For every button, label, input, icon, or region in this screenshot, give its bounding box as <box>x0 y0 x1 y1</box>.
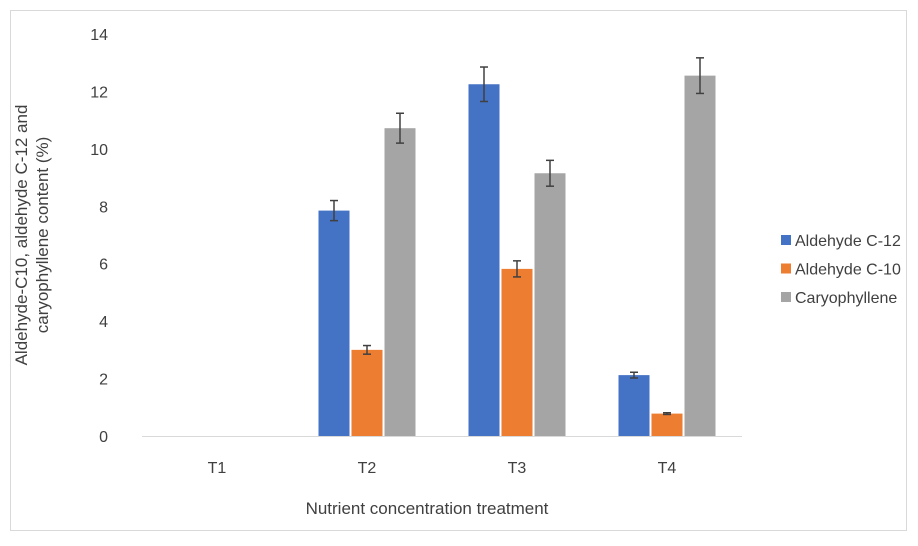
bar <box>534 173 566 436</box>
y-tick-label: 8 <box>99 199 108 216</box>
legend-label: Caryophyllene <box>795 290 897 307</box>
y-tick-label: 10 <box>90 142 108 159</box>
x-tick-label: T4 <box>658 460 677 477</box>
x-tick-label: T3 <box>508 460 527 477</box>
bar <box>318 210 350 436</box>
y-tick-label: 12 <box>90 84 108 101</box>
legend-swatch <box>781 263 791 274</box>
bar <box>468 84 500 436</box>
legend: Aldehyde C-12 Aldehyde C-10 Caryophyllene <box>781 233 901 307</box>
bar <box>351 349 383 436</box>
y-tick-label: 2 <box>99 372 108 389</box>
x-tick-label: T1 <box>208 460 227 477</box>
bar <box>651 413 683 436</box>
y-axis-title-line-1: Aldehyde-C10, aldehyde C-12 and <box>12 105 31 366</box>
legend-label: Aldehyde C-10 <box>795 262 901 279</box>
bar <box>684 75 716 436</box>
legend-label: Aldehyde C-12 <box>795 233 901 250</box>
bar <box>501 268 533 436</box>
x-axis-title: Nutrient concentration treatment <box>306 499 549 518</box>
bar <box>384 128 416 436</box>
y-tick-label: 4 <box>99 314 108 331</box>
x-tick-label: T2 <box>358 460 377 477</box>
y-axis-title-line-2: caryophyllene content (%) <box>33 137 52 334</box>
chart-border <box>10 10 907 531</box>
y-tick-label: 6 <box>99 257 108 274</box>
bar <box>618 375 650 436</box>
legend-swatch <box>781 235 791 245</box>
y-tick-label: 0 <box>99 429 108 446</box>
y-tick-label: 14 <box>90 27 108 44</box>
legend-swatch <box>781 292 791 302</box>
